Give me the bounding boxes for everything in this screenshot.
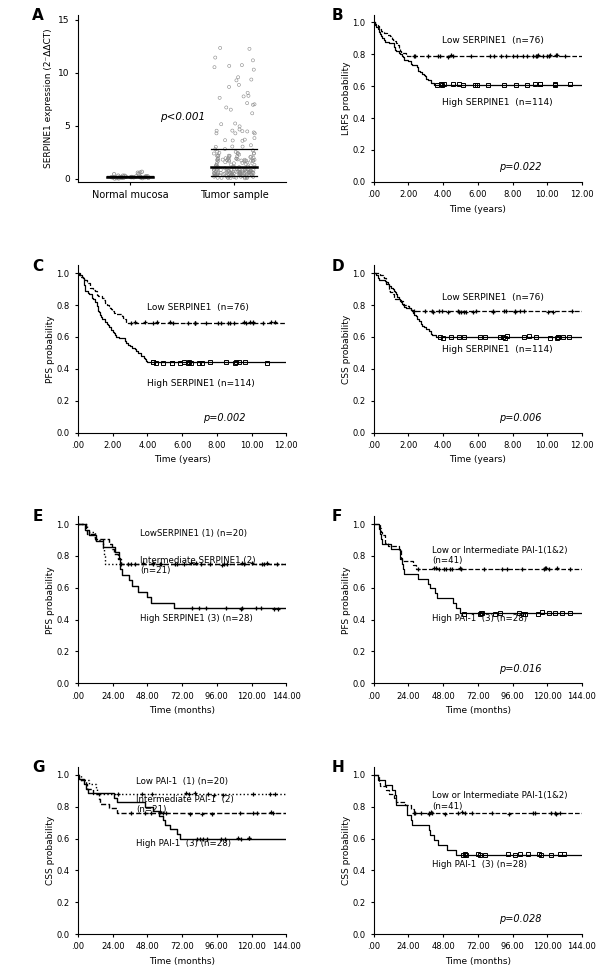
- Point: [230, 126, 240, 141]
- Point: [248, 166, 258, 181]
- Point: [222, 165, 232, 180]
- Point: [143, 170, 153, 186]
- Point: [232, 73, 241, 88]
- Y-axis label: PFS probability: PFS probability: [46, 316, 55, 382]
- Point: [227, 138, 237, 154]
- Point: [247, 149, 256, 165]
- Point: [229, 166, 239, 181]
- Point: [241, 153, 251, 168]
- Point: [233, 145, 242, 161]
- Point: [116, 169, 126, 185]
- Y-axis label: CSS probability: CSS probability: [342, 315, 351, 383]
- Text: LowSERPINE1 (1) (n=20): LowSERPINE1 (1) (n=20): [140, 529, 247, 538]
- Point: [227, 165, 236, 180]
- Y-axis label: LRFS probability: LRFS probability: [342, 61, 351, 135]
- X-axis label: Time (months): Time (months): [445, 957, 511, 966]
- Point: [214, 148, 223, 164]
- Point: [218, 152, 227, 167]
- Point: [211, 139, 221, 155]
- Point: [247, 106, 257, 121]
- Point: [230, 160, 239, 175]
- Point: [250, 126, 260, 141]
- Point: [225, 148, 235, 164]
- X-axis label: Time (months): Time (months): [149, 957, 215, 966]
- Point: [246, 153, 256, 168]
- Point: [120, 168, 130, 184]
- Point: [212, 157, 221, 172]
- Point: [219, 166, 229, 182]
- Point: [238, 168, 247, 184]
- Text: Low PAI-1  (1) (n=20): Low PAI-1 (1) (n=20): [136, 776, 229, 786]
- Point: [228, 133, 238, 148]
- Point: [224, 148, 233, 164]
- Point: [245, 149, 255, 165]
- Text: Low or Intermediate PAI-1(1&2)
(n=41): Low or Intermediate PAI-1(1&2) (n=41): [432, 791, 568, 811]
- Point: [233, 146, 242, 162]
- Text: High SERPINE1 (3) (n=28): High SERPINE1 (3) (n=28): [140, 615, 253, 623]
- Point: [246, 158, 256, 173]
- Point: [236, 169, 245, 185]
- Point: [245, 41, 254, 56]
- Point: [213, 151, 223, 166]
- Point: [140, 169, 149, 185]
- Point: [211, 49, 220, 65]
- Point: [248, 163, 258, 178]
- Point: [235, 166, 245, 181]
- Point: [235, 119, 244, 135]
- Point: [228, 167, 238, 183]
- Text: p=0.022: p=0.022: [499, 162, 541, 172]
- Point: [211, 167, 221, 183]
- Point: [215, 41, 225, 56]
- Point: [235, 147, 244, 163]
- Point: [220, 166, 230, 181]
- Point: [242, 96, 252, 111]
- Point: [246, 166, 256, 182]
- Point: [235, 165, 245, 180]
- Point: [209, 166, 219, 181]
- Point: [116, 170, 126, 186]
- X-axis label: Time (years): Time (years): [449, 455, 506, 465]
- Point: [211, 166, 220, 182]
- Point: [118, 167, 128, 183]
- Point: [240, 162, 250, 177]
- Point: [112, 170, 121, 186]
- Point: [212, 166, 222, 182]
- Point: [240, 163, 250, 178]
- Text: H: H: [332, 760, 345, 775]
- Point: [238, 133, 247, 148]
- Point: [238, 124, 247, 139]
- Text: High PAI-1  (3) (n=28): High PAI-1 (3) (n=28): [136, 838, 232, 848]
- Point: [211, 141, 220, 157]
- Point: [216, 165, 226, 180]
- Point: [235, 166, 244, 182]
- Point: [240, 152, 250, 167]
- Point: [215, 167, 225, 183]
- Point: [248, 166, 257, 181]
- Point: [234, 162, 244, 177]
- Point: [216, 163, 226, 178]
- Point: [250, 131, 259, 146]
- Point: [109, 166, 119, 182]
- Point: [214, 148, 223, 164]
- Y-axis label: PFS probability: PFS probability: [46, 566, 55, 633]
- Point: [226, 170, 235, 186]
- Point: [137, 169, 146, 185]
- Point: [108, 169, 118, 185]
- Point: [109, 169, 119, 185]
- Point: [227, 162, 236, 177]
- Point: [224, 58, 234, 74]
- Text: Intermediate SERPINE1 (2)
(n=21): Intermediate SERPINE1 (2) (n=21): [140, 556, 256, 575]
- Point: [242, 124, 252, 139]
- Point: [142, 168, 151, 184]
- Point: [239, 166, 249, 182]
- Point: [240, 170, 250, 186]
- Point: [213, 151, 223, 166]
- Point: [229, 161, 239, 176]
- Point: [232, 148, 242, 164]
- Point: [244, 165, 253, 180]
- Text: p=0.028: p=0.028: [499, 915, 541, 924]
- Point: [212, 148, 221, 164]
- Point: [249, 146, 259, 162]
- Text: C: C: [32, 258, 43, 274]
- Point: [209, 166, 218, 181]
